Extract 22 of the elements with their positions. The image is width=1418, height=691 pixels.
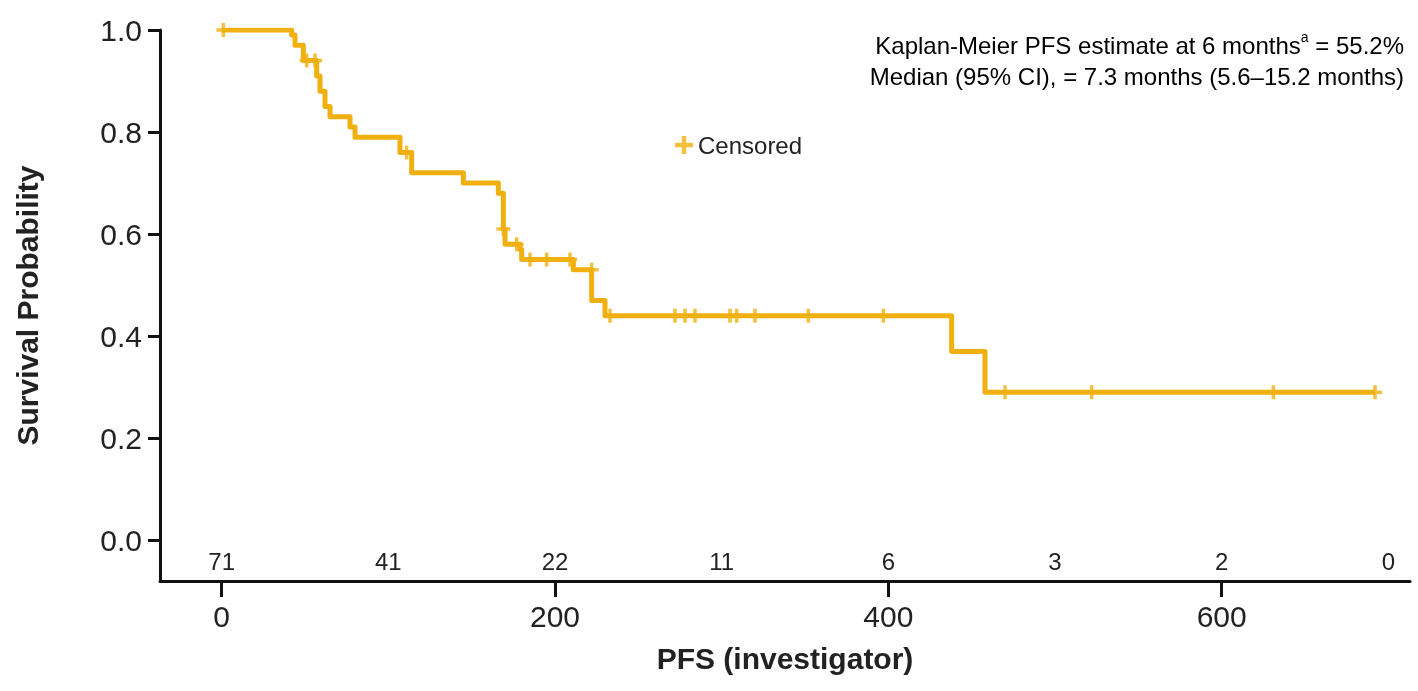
annotation: 0 — [1381, 547, 1396, 575]
x-tick-label: 0 — [213, 599, 231, 633]
y-axis-title: Survival Probability — [10, 165, 44, 446]
y-tick-label: 0.6 — [100, 217, 142, 251]
annotation: 6 — [881, 547, 896, 575]
legend-label: Censored — [698, 131, 803, 159]
annotation: 71 — [208, 547, 236, 575]
annotation: 22 — [541, 547, 569, 575]
x-tick-label: 600 — [1196, 599, 1247, 633]
x-axis-title: PFS (investigator) — [656, 641, 914, 675]
y-tick-label: 0.8 — [100, 115, 142, 149]
y-tick-label: 0.2 — [100, 421, 142, 455]
y-tick-label: 0.0 — [100, 523, 142, 557]
annotation: 41 — [374, 547, 402, 575]
x-tick-label: 400 — [863, 599, 914, 633]
annotation: Median (95% CI), = 7.3 months (5.6–15.2 months) — [869, 62, 1405, 90]
annotation: 3 — [1048, 547, 1062, 575]
annotation: 2 — [1214, 547, 1229, 575]
annotation: 11 — [709, 547, 735, 575]
y-tick-label: 0.4 — [100, 319, 142, 353]
y-tick-label: 1.0 — [100, 13, 142, 47]
x-tick-label: 200 — [529, 599, 581, 633]
